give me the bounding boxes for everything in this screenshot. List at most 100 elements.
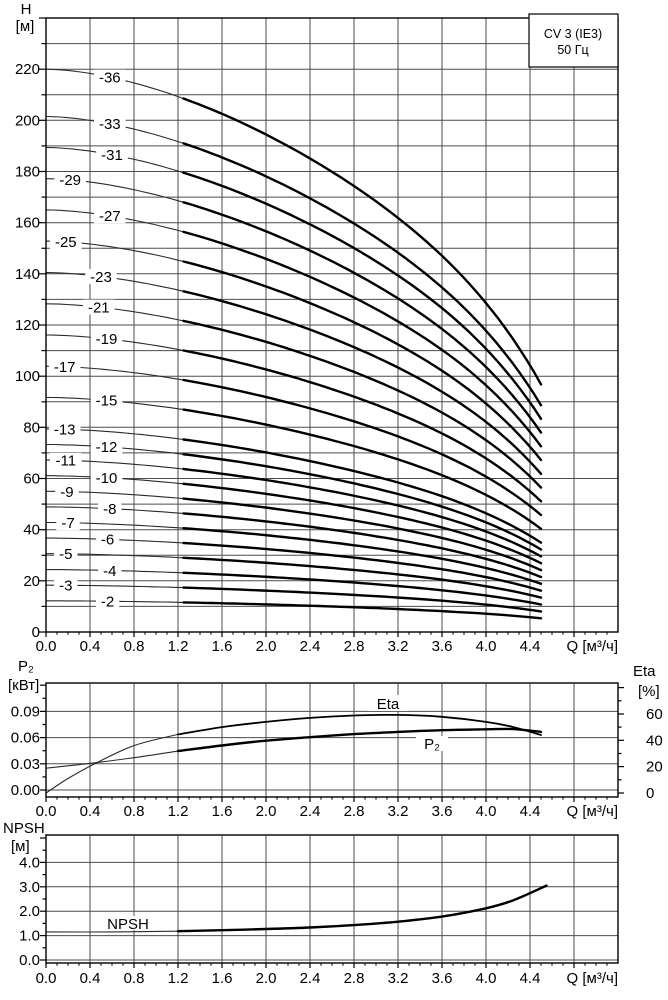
tick-label: 2.4 xyxy=(300,803,321,820)
stage-label-bg xyxy=(48,421,81,437)
tick-label: 2.8 xyxy=(344,803,365,820)
tick-label: 0.00 xyxy=(11,782,40,799)
stage-label-bg xyxy=(94,116,126,132)
tick-label: 4.0 xyxy=(476,638,497,655)
tick-label: 60 xyxy=(23,471,40,488)
stage-label-bg xyxy=(95,593,120,609)
tick-label: 0.4 xyxy=(80,638,101,655)
tick-label: -13 xyxy=(54,422,76,439)
tick-label: 0.0 xyxy=(36,638,57,655)
stage-label-bg xyxy=(94,208,126,224)
npsh-curve xyxy=(45,884,548,933)
stage-label-bg xyxy=(55,484,79,500)
tick-label: -27 xyxy=(99,208,121,225)
svg-text:NPSH: NPSH xyxy=(107,916,149,933)
npsh-axis-title: NPSH xyxy=(3,820,45,837)
stage-label-bg xyxy=(94,69,126,85)
tick-label: 0.0 xyxy=(36,970,57,987)
tick-label: -21 xyxy=(88,299,110,316)
tick-label: 100 xyxy=(15,368,40,385)
stage-label-bg xyxy=(90,392,123,408)
tick-label: -33 xyxy=(99,116,121,133)
eta-axis-unit: [%] xyxy=(638,683,660,700)
tick-label: 2.0 xyxy=(256,638,277,655)
tick-label: 0 xyxy=(646,785,654,802)
tick-label: 4.4 xyxy=(520,803,541,820)
tick-label: 4.4 xyxy=(520,970,541,987)
tick-label: 3.2 xyxy=(388,970,409,987)
tick-label: 1.2 xyxy=(168,970,189,987)
tick-label: 1.6 xyxy=(212,638,233,655)
tick-label: 60 xyxy=(646,706,663,723)
tick-label: 0.06 xyxy=(11,730,40,747)
tick-label: -9 xyxy=(60,484,73,501)
tick-label: 180 xyxy=(15,164,40,181)
tick-label: 20 xyxy=(23,573,40,590)
power-efficiency-curves xyxy=(45,713,543,794)
tick-label: 20 xyxy=(646,759,663,776)
tick-label: -31 xyxy=(101,147,123,164)
tick-label: 3.2 xyxy=(388,638,409,655)
tick-label: -7 xyxy=(61,515,74,532)
tick-label: 3.6 xyxy=(432,638,453,655)
tick-label: -17 xyxy=(54,359,76,376)
tick-label: 2.0 xyxy=(19,903,40,920)
tick-label: 3.0 xyxy=(19,879,40,896)
pump-model-box-frame xyxy=(528,13,619,68)
hq-curves xyxy=(45,68,543,620)
stage-label-bg xyxy=(50,234,82,250)
tick-label: -29 xyxy=(59,172,81,189)
tick-label: 200 xyxy=(15,112,40,129)
tick-label: -23 xyxy=(90,269,112,286)
stage-label-bg xyxy=(98,563,122,578)
stage-labels: -36 -33 -31 -29 -27 -25 -23 -21 -19 -17 -15 -13 -12 -… xyxy=(48,69,128,611)
stage-label-bg xyxy=(96,147,128,163)
eta-curve-label: Eta xyxy=(369,695,407,713)
p2-axis-title: P₂ xyxy=(18,658,34,675)
pump-frequency: 50 Гц xyxy=(557,43,588,57)
tick-label: 3.2 xyxy=(388,803,409,820)
tick-label: 0.0 xyxy=(36,803,57,820)
stage-label-bg xyxy=(54,172,86,188)
tick-label: -25 xyxy=(55,234,77,251)
tick-label: 160 xyxy=(15,215,40,232)
tick-label: -10 xyxy=(96,470,118,487)
stage-label-bg xyxy=(95,531,120,547)
tick-label: 3.6 xyxy=(432,803,453,820)
npsh-axis-unit: [м] xyxy=(11,838,30,855)
tick-label: -2 xyxy=(101,594,114,611)
p2-axis-unit: [кВт] xyxy=(8,677,39,694)
tick-label: 2.8 xyxy=(344,970,365,987)
main-y-axis-unit: [м] xyxy=(16,18,35,35)
tick-label: 0.8 xyxy=(124,970,145,987)
tick-label: 1.6 xyxy=(212,803,233,820)
svg-text:Eta: Eta xyxy=(377,696,400,713)
tick-label: 2.4 xyxy=(300,638,321,655)
tick-label: 0.8 xyxy=(124,803,145,820)
tick-label: 4.0 xyxy=(476,970,497,987)
stage-label-bg xyxy=(56,515,80,531)
tick-label: 2.0 xyxy=(256,970,277,987)
tick-label: 140 xyxy=(15,266,40,283)
generated-chart-layers: 0.0 0.4 0.8 1.2 1.6 2.0 2.4 2.8 3.2 3.6 4.0 4.40.0 0… xyxy=(11,17,663,987)
tick-label: 1.0 xyxy=(19,928,40,945)
tick-label: 0.4 xyxy=(80,970,101,987)
tick-label: 1.6 xyxy=(212,970,233,987)
tick-label: 0.4 xyxy=(80,803,101,820)
tick-label: -8 xyxy=(103,501,116,518)
tick-label: 4.0 xyxy=(19,854,40,871)
tick-label: 2.0 xyxy=(256,803,277,820)
tick-label: -6 xyxy=(101,532,114,549)
plot-frames xyxy=(45,17,619,964)
eta-axis-title: Eta xyxy=(633,663,656,680)
stage-label-bg xyxy=(85,269,117,284)
stage-label-bg xyxy=(83,299,115,315)
pump-model-name: CV 3 (IE3) xyxy=(544,27,602,41)
tick-label: -5 xyxy=(59,546,72,563)
tick-label: 80 xyxy=(23,419,40,436)
tick-label: -19 xyxy=(96,331,118,348)
tick-label: -36 xyxy=(99,69,121,86)
tick-label: 2.4 xyxy=(300,970,321,987)
